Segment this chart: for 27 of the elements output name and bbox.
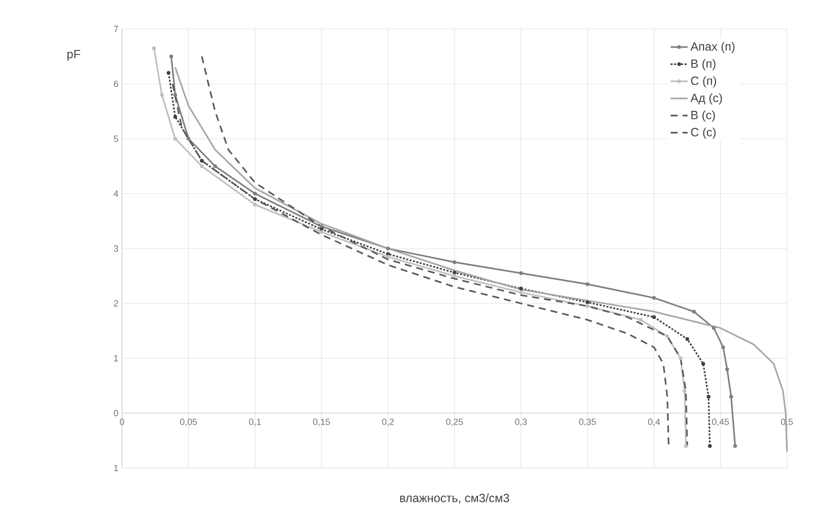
y-tick-label: 7 bbox=[114, 26, 118, 32]
legend-label: В (с) bbox=[691, 110, 715, 122]
y-tick-label: 1 bbox=[114, 355, 118, 362]
x-tick-label: 0,15 bbox=[313, 418, 330, 426]
x-tick-label: 0,25 bbox=[446, 418, 463, 426]
x-tick-label: 0,45 bbox=[712, 418, 729, 426]
y-tick-label: 6 bbox=[114, 80, 118, 88]
y-tick-label: 4 bbox=[114, 190, 118, 197]
x-tick-label: 0,3 bbox=[515, 418, 527, 426]
x-tick-label: 0,1 bbox=[249, 418, 261, 426]
y-tick-label: 2 bbox=[114, 300, 118, 306]
x-axis-title: влажность, см3/см3 bbox=[400, 493, 510, 504]
y-tick-label: 3 bbox=[114, 245, 118, 252]
legend-label: С (с) bbox=[691, 128, 716, 139]
legend-label: С (п) bbox=[691, 76, 716, 88]
x-tick-label: 0 bbox=[120, 418, 124, 425]
x-tick-label: 0,4 bbox=[648, 418, 660, 426]
x-tick-label: 0,35 bbox=[579, 418, 596, 426]
x-tick-label: 0,2 bbox=[382, 418, 394, 426]
legend-label: Апах (п) bbox=[690, 42, 735, 54]
y-tick-label: 0 bbox=[114, 410, 118, 416]
y-tick-label: 1 bbox=[114, 464, 118, 472]
y-tick-label: 5 bbox=[114, 136, 118, 142]
y-axis-title: pF bbox=[67, 50, 80, 61]
x-tick-label: 0,05 bbox=[180, 418, 197, 426]
legend-label: В (п) bbox=[691, 59, 716, 70]
legend-label: Ад (с) bbox=[690, 93, 722, 104]
